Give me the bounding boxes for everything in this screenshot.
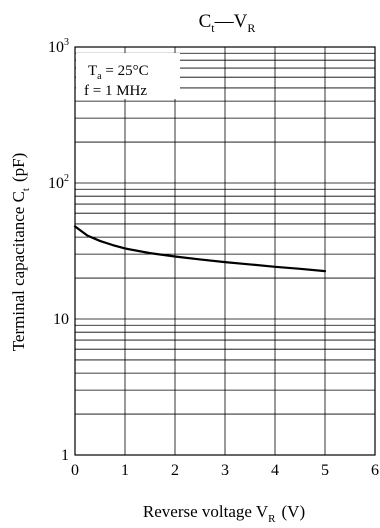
x-tick-label: 3 bbox=[221, 462, 229, 479]
x-tick-label: 1 bbox=[121, 462, 129, 479]
y-tick-label: 10 bbox=[53, 311, 69, 328]
x-tick-label: 2 bbox=[171, 462, 179, 479]
grid bbox=[74, 47, 376, 456]
x-axis-label: Reverse voltage VR (V) bbox=[143, 502, 305, 525]
y-tick-label: 102 bbox=[48, 173, 69, 192]
annotation-temperature: Ta = 25°C bbox=[88, 63, 149, 82]
x-tick-label: 0 bbox=[71, 462, 79, 479]
x-tick-labels: 0 1 2 3 4 5 6 bbox=[71, 462, 379, 479]
plot-frame bbox=[74, 46, 376, 456]
x-tick-label: 4 bbox=[271, 462, 279, 479]
annotation-box bbox=[76, 53, 180, 99]
y-tick-label: 1 bbox=[61, 447, 69, 464]
y-tick-label: 103 bbox=[48, 37, 69, 56]
y-axis-label: Terminal capacitance Ct(pF) bbox=[9, 153, 32, 352]
y-tick-labels: 1 10 102 103 bbox=[48, 37, 69, 464]
x-tick-label: 5 bbox=[321, 462, 329, 479]
annotation-frequency: f = 1 MHz bbox=[84, 83, 147, 99]
capacitance-curve bbox=[73, 225, 327, 273]
x-tick-label: 6 bbox=[371, 462, 379, 479]
chart-title: Ct—VR bbox=[199, 11, 256, 35]
